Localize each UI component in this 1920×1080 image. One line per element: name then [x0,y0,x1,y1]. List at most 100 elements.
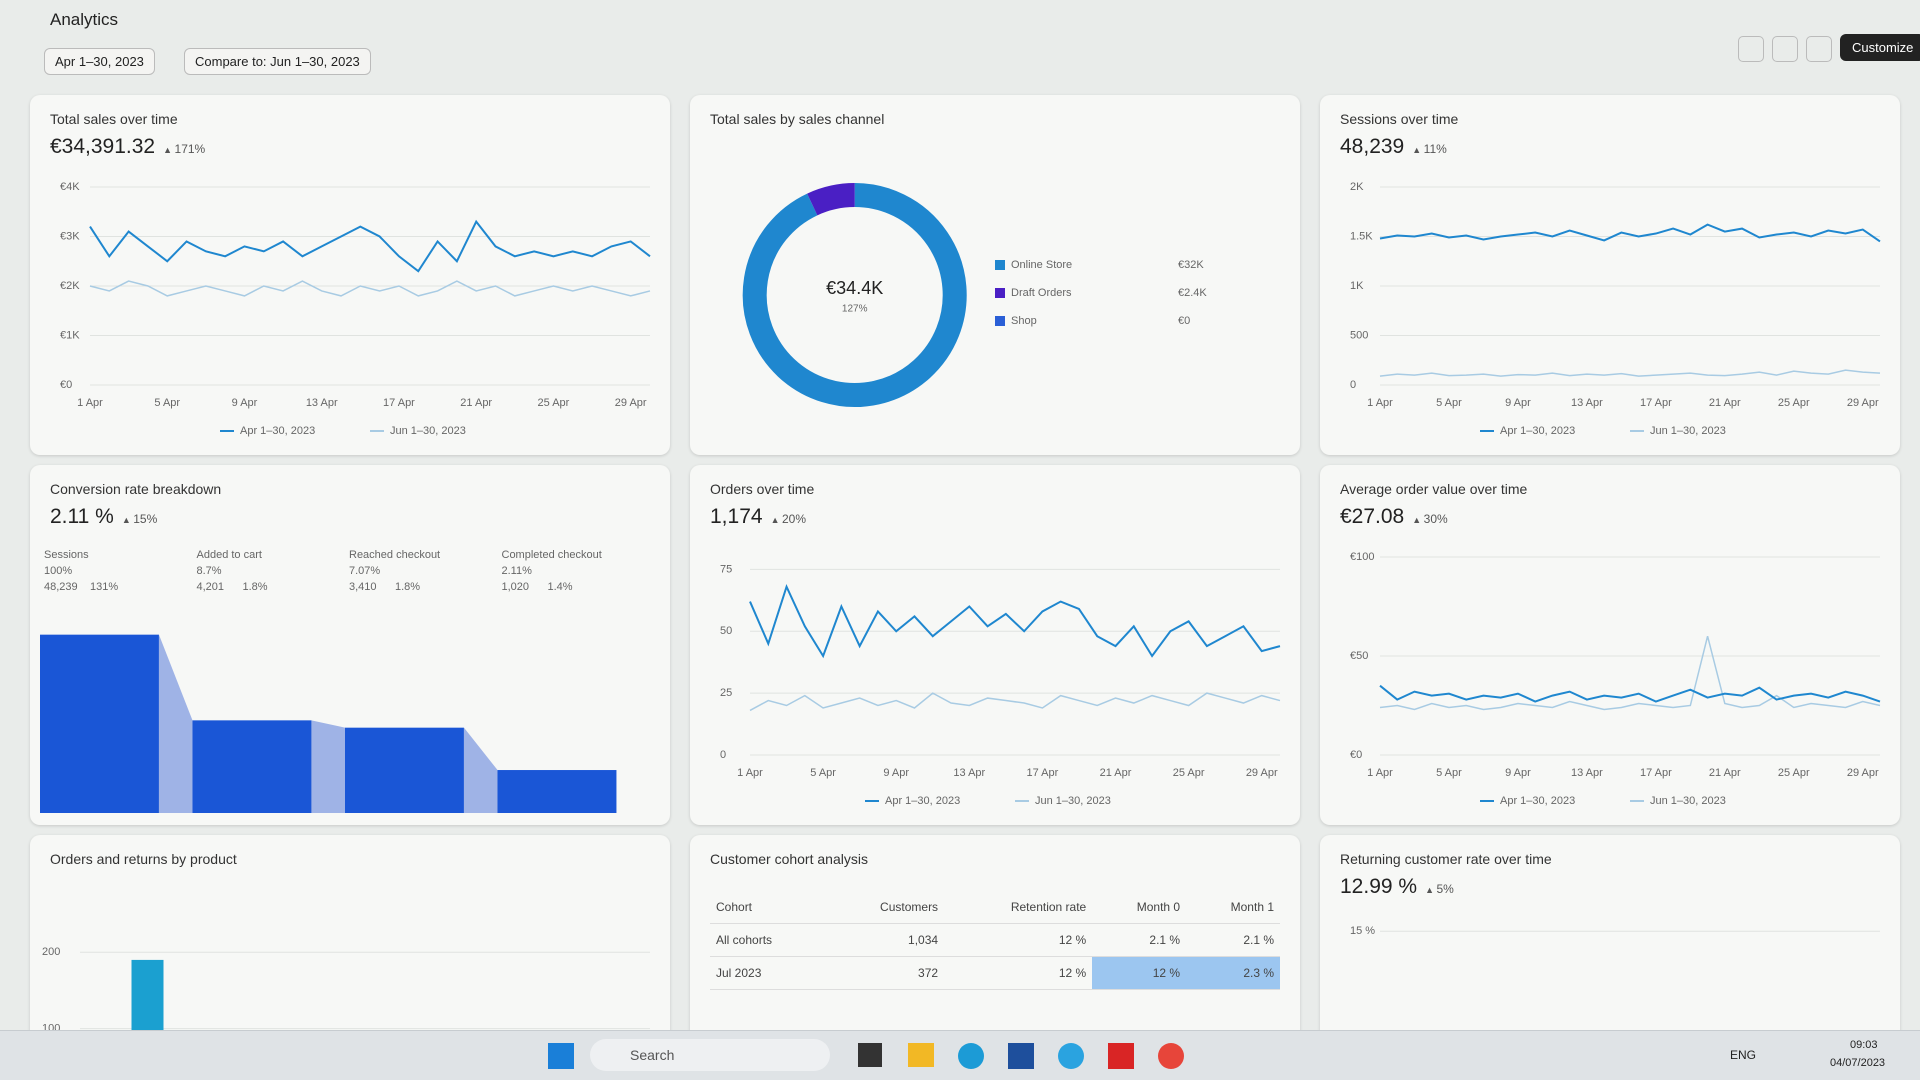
y-tick-label: 0 [1350,379,1356,391]
y-tick-label: €100 [1350,551,1374,563]
chart: €34.4K 127% Online Store €32K Draft Orders €2… [742,183,1207,407]
x-tick-label: 29 Apr [615,397,647,409]
column-header: Month 1 [1186,891,1280,924]
step-count: 48,239 [44,581,78,593]
y-tick-label: 50 [720,625,732,637]
y-tick-label: 25 [720,687,732,699]
card: Total sales by sales channel €34.4K 127% On… [690,95,1300,455]
table-cell: 2.1 % [1092,923,1187,957]
card: Sessions over time 48,239 11% 0 500 1K 1.5K 2K 1… [1320,95,1900,455]
table-cell: 2.3 % [1186,956,1280,990]
x-tick-label: 9 Apr [232,397,258,409]
x-tick-label: 13 Apr [953,767,985,779]
metric-change: 15% [122,512,157,526]
donut-center-value: €34.4K [826,278,883,298]
icon-button[interactable] [1806,36,1832,62]
y-tick-label: €2K [60,280,80,292]
metric-change: 20% [771,512,806,526]
x-tick-label: 21 Apr [460,397,492,409]
legend-label: Jun 1–30, 2023 [1650,425,1726,437]
card-title: Orders and returns by product [50,851,237,867]
table-row: All cohorts 1,034 12 % 2.1 % 2.1 % [710,923,1280,957]
y-tick-label: €0 [1350,749,1362,761]
table-header: Cohort Customers Retention rate Month 0 Mont… [710,891,1280,924]
chart: 0 500 1K 1.5K 2K 1 Apr 5 Apr 9 Apr 13 Apr 17 Apr 2… [1350,181,1881,437]
clock-date[interactable]: 04/07/2023 [1830,1057,1886,1069]
table-cell: 2.1 % [1186,923,1280,957]
table-cell: 12 % [1092,956,1187,990]
line-series [749,583,1281,659]
step-change: 1.8% [243,581,268,593]
legend-label: Jun 1–30, 2023 [390,425,466,437]
table-cell: 372 [825,956,945,990]
clock-time[interactable]: 09:03 [1850,1039,1878,1051]
line-series [749,692,1281,712]
x-tick-label: 25 Apr [1778,397,1810,409]
step-rate: 7.07% [349,565,380,577]
legend-label: Jun 1–30, 2023 [1650,795,1726,807]
metric-value: €27.08 [1340,505,1405,528]
app-icon[interactable] [1058,1043,1084,1069]
legend-value: €0 [1178,315,1190,327]
step-name: Added to cart [197,549,262,561]
table-cell: 12 % [944,956,1093,990]
compare-range[interactable]: Compare to: Jun 1–30, 2023 [184,48,371,75]
x-tick-label: 1 Apr [1367,767,1393,779]
step-count: 3,410 [349,581,377,593]
card-title: Orders over time [710,481,815,497]
icon-button[interactable] [1738,36,1764,62]
x-tick-label: 17 Apr [1640,767,1672,779]
x-tick-label: 5 Apr [810,767,836,779]
date-range[interactable]: Apr 1–30, 2023 [44,48,155,75]
legend-label: Jun 1–30, 2023 [1035,795,1111,807]
app-icon[interactable] [1008,1043,1034,1069]
x-tick-label: 25 Apr [1173,767,1205,779]
x-tick-label: 5 Apr [154,397,180,409]
step-name: Reached checkout [349,549,440,561]
y-tick-label: 200 [42,946,60,958]
card: Average order value over time €27.08 30% €0… [1320,465,1900,825]
app-icon[interactable] [1158,1043,1184,1069]
card-title: Customer cohort analysis [710,851,868,867]
x-tick-label: 21 Apr [1709,767,1741,779]
chart: €0 €1K €2K €3K €4K 1 Apr 5 Apr 9 Apr 13 Apr 17 Ap… [60,181,651,437]
x-tick-label: 21 Apr [1709,397,1741,409]
y-tick-label: €3K [60,230,80,242]
x-tick-label: 29 Apr [1246,767,1278,779]
language[interactable]: ENG [1730,1048,1757,1062]
metric-value: 12.99 % [1340,875,1418,898]
step-count: 1,020 [502,581,530,593]
customize-button[interactable]: Customize [1840,34,1920,61]
metric-change: 5% [1425,882,1454,896]
funnel-bar [192,720,312,813]
funnel-bar [345,727,464,813]
x-tick-label: 29 Apr [1847,397,1879,409]
app-icon[interactable] [958,1043,984,1069]
metric-change: 171% [163,142,205,156]
card-value: €27.08 30% [1340,505,1448,529]
legend-value: €2.4K [1178,287,1207,299]
app-icon[interactable] [1108,1043,1134,1069]
start-button[interactable] [548,1043,574,1069]
app-icon[interactable] [858,1043,882,1067]
donut-segment [742,183,967,407]
x-tick-label: 1 Apr [737,767,763,779]
legend-value: €32K [1178,259,1204,271]
table-cell: All cohorts [710,923,826,957]
step-name: Completed checkout [502,549,602,561]
icon-button[interactable] [1772,36,1798,62]
y-tick-label: 500 [1350,329,1368,341]
table-cell: 12 % [944,923,1093,957]
app-icon[interactable] [908,1043,934,1067]
x-tick-label: 17 Apr [383,397,415,409]
card-title: Conversion rate breakdown [50,481,222,497]
table-row: Jul 2023 372 12 % 12 % 2.3 % [710,956,1280,990]
y-tick-label: €0 [60,379,72,391]
search-box[interactable]: Search [590,1039,830,1071]
x-tick-label: 21 Apr [1100,767,1132,779]
line-series [1379,223,1881,243]
column-header: Retention rate [944,891,1093,924]
legend-swatch [995,260,1005,270]
x-tick-label: 1 Apr [77,397,103,409]
